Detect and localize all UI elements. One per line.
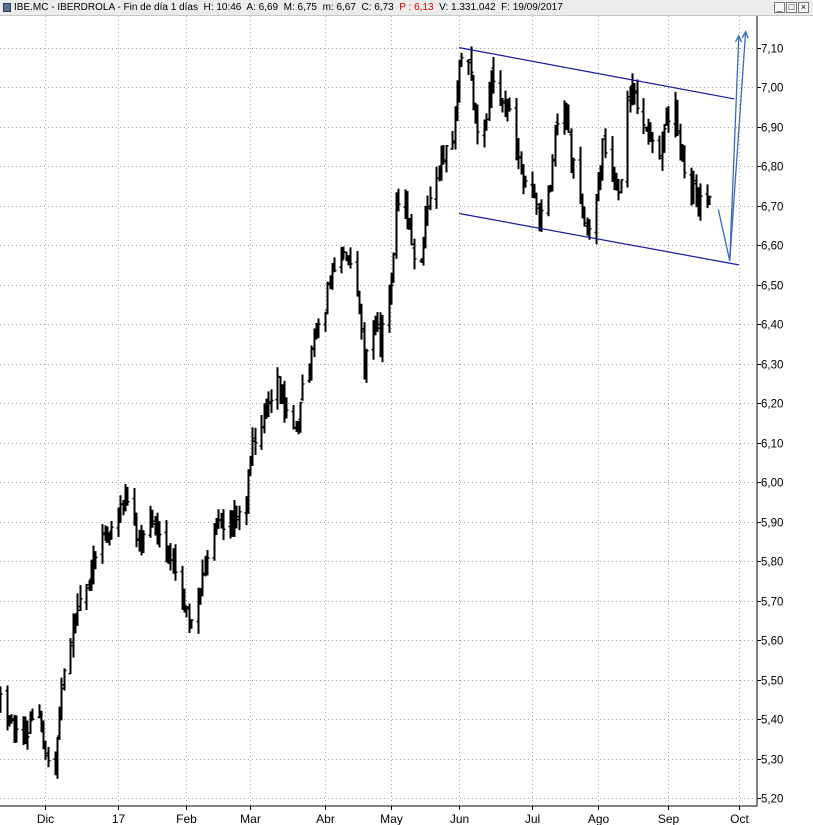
title-min: m: 6,67 [322, 2, 356, 13]
title-name: IBERDROLA [57, 2, 115, 13]
y-tick-label: 5,20 [761, 794, 783, 806]
window-title: IBE.MC - IBERDROLA - Fin de día 1 días H… [14, 2, 563, 13]
y-tick-label: 6,70 [761, 202, 783, 214]
projection-up-1-head [734, 34, 743, 43]
x-tick-label: Jul [525, 812, 540, 825]
x-tick-label: Feb [176, 812, 197, 825]
x-tick-label: Abr [316, 812, 335, 825]
title-high: H: 10:46 [203, 2, 242, 13]
y-tick-label: 6,60 [761, 241, 783, 253]
title-period: Fin de día 1 días [123, 2, 198, 13]
y-tick-label: 5,70 [761, 597, 783, 609]
y-tick-label: 6,90 [761, 123, 783, 135]
y-tick-label: 6,20 [761, 399, 783, 411]
y-tick-label: 5,50 [761, 676, 783, 688]
projection-up-2 [729, 31, 747, 261]
y-tick-label: 5,40 [761, 715, 783, 727]
title-bar[interactable]: IBE.MC - IBERDROLA - Fin de día 1 días H… [0, 0, 813, 16]
channel-upper [459, 47, 735, 100]
y-tick-label: 5,30 [761, 755, 783, 767]
y-tick-label: 5,80 [761, 557, 783, 569]
minimize-button[interactable]: _ [774, 2, 785, 13]
y-tick-label: 5,60 [761, 636, 783, 648]
x-tick-label: Sep [658, 812, 680, 825]
y-tick-label: 5,90 [761, 518, 783, 530]
channel-lower [459, 212, 739, 266]
plot-background [0, 16, 813, 825]
close-button[interactable]: × [798, 2, 809, 13]
title-volume: V: 1.331.042 [439, 2, 496, 13]
y-tick-label: 6,00 [761, 478, 783, 490]
x-tick-label: Oct [730, 812, 749, 825]
title-symbol: IBE.MC [14, 2, 49, 13]
x-tick-label: Jun [450, 812, 469, 825]
title-max: M: 6,75 [283, 2, 317, 13]
projection-down [717, 209, 731, 262]
title-close: C: 6,73 [361, 2, 394, 13]
y-tick-label: 7,00 [761, 83, 783, 95]
price-chart[interactable]: 7,10 7,00 6,90 6,80 6,70 6,60 6,50 6,40 6,30 6,20… [0, 16, 813, 825]
y-tick-label: 6,50 [761, 281, 783, 293]
x-tick-label: May [380, 812, 403, 825]
x-tick-label: Mar [240, 812, 261, 825]
projection-up-1 [729, 35, 740, 261]
projection-up-2-head [741, 30, 749, 39]
title-p: P : 6,13 [399, 2, 434, 13]
title-date: F: 19/09/2017 [501, 2, 563, 13]
y-tick-label: 6,30 [761, 360, 783, 372]
y-tick-label: 6,80 [761, 162, 783, 174]
maximize-button[interactable]: □ [786, 2, 797, 13]
chart-app-icon [3, 3, 11, 12]
title-open: A: 6,69 [246, 2, 279, 13]
x-tick-label: Ago [588, 812, 610, 825]
x-tick-label: Dic [37, 812, 54, 825]
y-tick-label: 6,40 [761, 320, 783, 332]
x-axis-labels: Dic 17 Feb Mar Abr May Jun Jul Ago Sep Oct [37, 806, 749, 825]
ohlc-bars [0, 46, 712, 779]
chart-annotations [459, 30, 749, 266]
y-axis-labels: 7,10 7,00 6,90 6,80 6,70 6,60 6,50 6,40 6,30 6,20… [757, 44, 783, 806]
y-tick-label: 7,10 [761, 44, 783, 56]
y-tick-label: 6,10 [761, 439, 783, 451]
x-tick-label: 17 [112, 812, 126, 825]
